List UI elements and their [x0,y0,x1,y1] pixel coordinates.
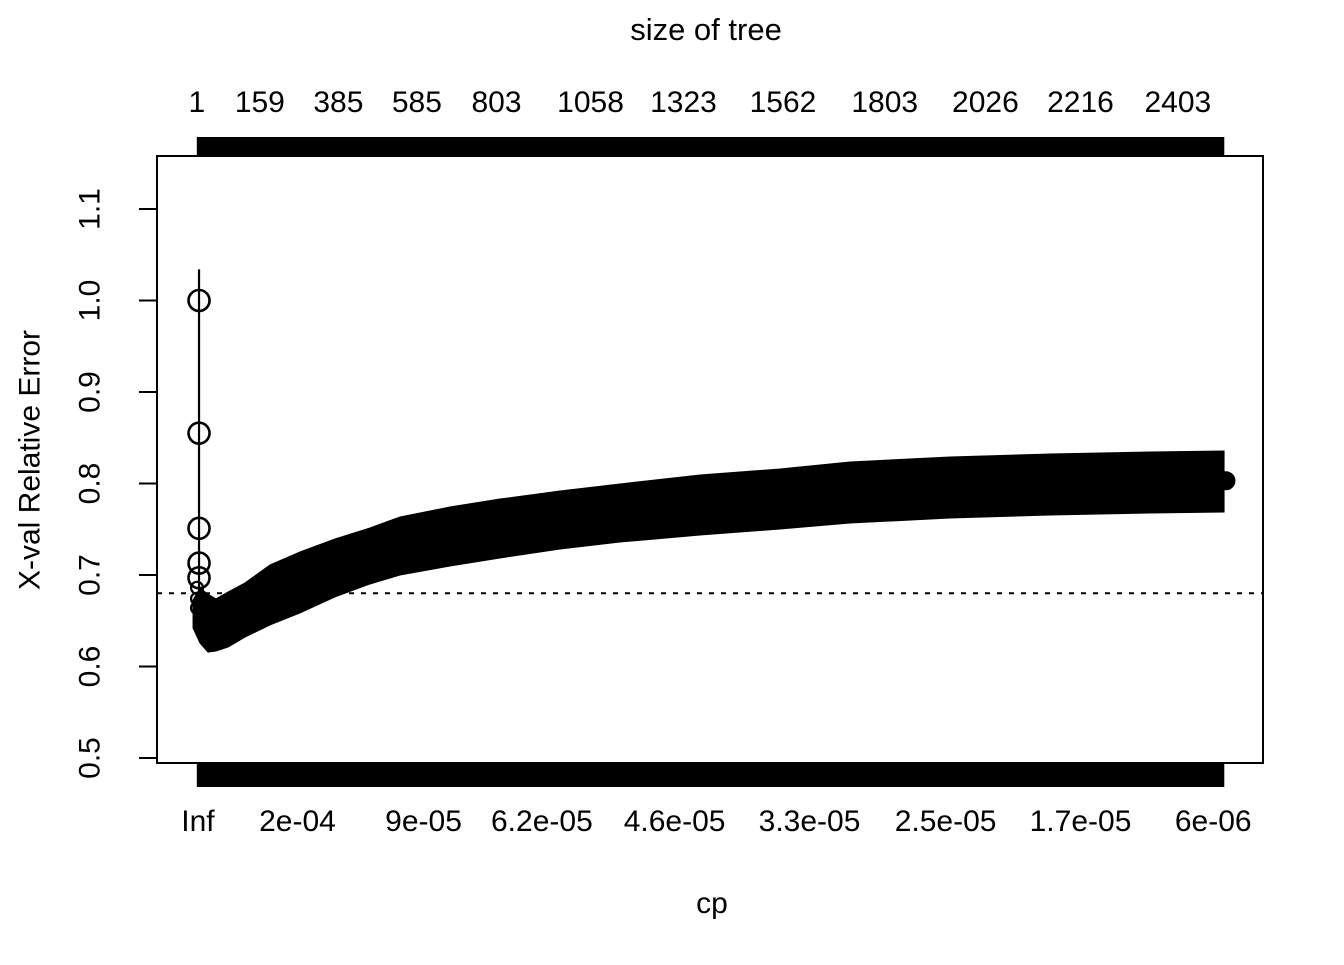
y-axis-tick-label: 0.8 [74,463,107,505]
y-axis-label: X-val Relative Error [14,330,47,590]
y-axis-tick-label: 0.6 [74,646,107,688]
plot-area-border [156,155,1264,764]
top-axis-tick-label: 1 [188,86,205,119]
top-axis-tick-label: 1803 [851,86,918,119]
bottom-axis-tick-bar [196,764,1225,787]
top-axis-tick-label: 1323 [650,86,717,119]
top-axis-tick-label: 159 [235,86,285,119]
y-axis-tick-label: 0.9 [74,371,107,413]
top-axis: 1 159 385 585 803 1058 1323 1562 1803 2026 2216 240… [188,86,1211,119]
data-point-marker [187,421,211,445]
bottom-axis-tick-label: 3.3e-05 [759,805,861,838]
top-axis-tick-label: 2026 [952,86,1019,119]
bottom-axis-tick-label: 2.5e-05 [895,805,997,838]
axis-tick-bars [196,137,1225,787]
top-axis-tick-label: 1058 [557,86,624,119]
bottom-axis-tick-label: 6.2e-05 [491,805,593,838]
data-point-marker [187,516,211,541]
top-axis-title: size of tree [630,12,782,47]
y-axis-tick-label: 1.0 [74,280,107,322]
x-axis-label: cp [696,887,728,920]
data-point-marker-small [189,600,205,616]
bottom-axis-tick-label: 4.6e-05 [624,805,726,838]
top-axis-tick-label: 2216 [1047,86,1114,119]
y-axis-tick-label: 0.5 [74,737,107,779]
y-axis: 1.1 1.0 0.9 0.8 0.7 0.6 0.5 [74,188,157,779]
data-layer [157,269,1263,653]
data-point-marker [187,288,211,313]
top-axis-tick-label: 585 [392,86,442,119]
y-axis-tick-label: 1.1 [74,188,107,230]
top-axis-tick-bar [196,137,1225,156]
top-axis-tick-label: 803 [472,86,522,119]
data-point-marker-small [189,591,205,606]
bottom-axis-tick-label: 2e-04 [259,805,336,838]
top-axis-tick-label: 1562 [750,86,817,119]
bottom-axis-tick-label: 9e-05 [385,805,462,838]
last-data-point-marker [1216,471,1236,491]
top-axis-tick-label: 385 [313,86,363,119]
bottom-axis: Inf 2e-04 9e-05 6.2e-05 4.6e-05 3.3e-05 2.5e-0… [181,805,1251,838]
bottom-axis-tick-label: 6e-06 [1175,805,1252,838]
data-point-marker [187,551,211,575]
y-axis-tick-label: 0.7 [74,554,107,596]
bottom-axis-tick-label: 1.7e-05 [1030,805,1132,838]
bottom-axis-tick-label: Inf [181,805,215,838]
data-point-marker [187,565,211,590]
top-axis-tick-label: 2403 [1144,86,1211,119]
xval-error-band [192,450,1225,653]
